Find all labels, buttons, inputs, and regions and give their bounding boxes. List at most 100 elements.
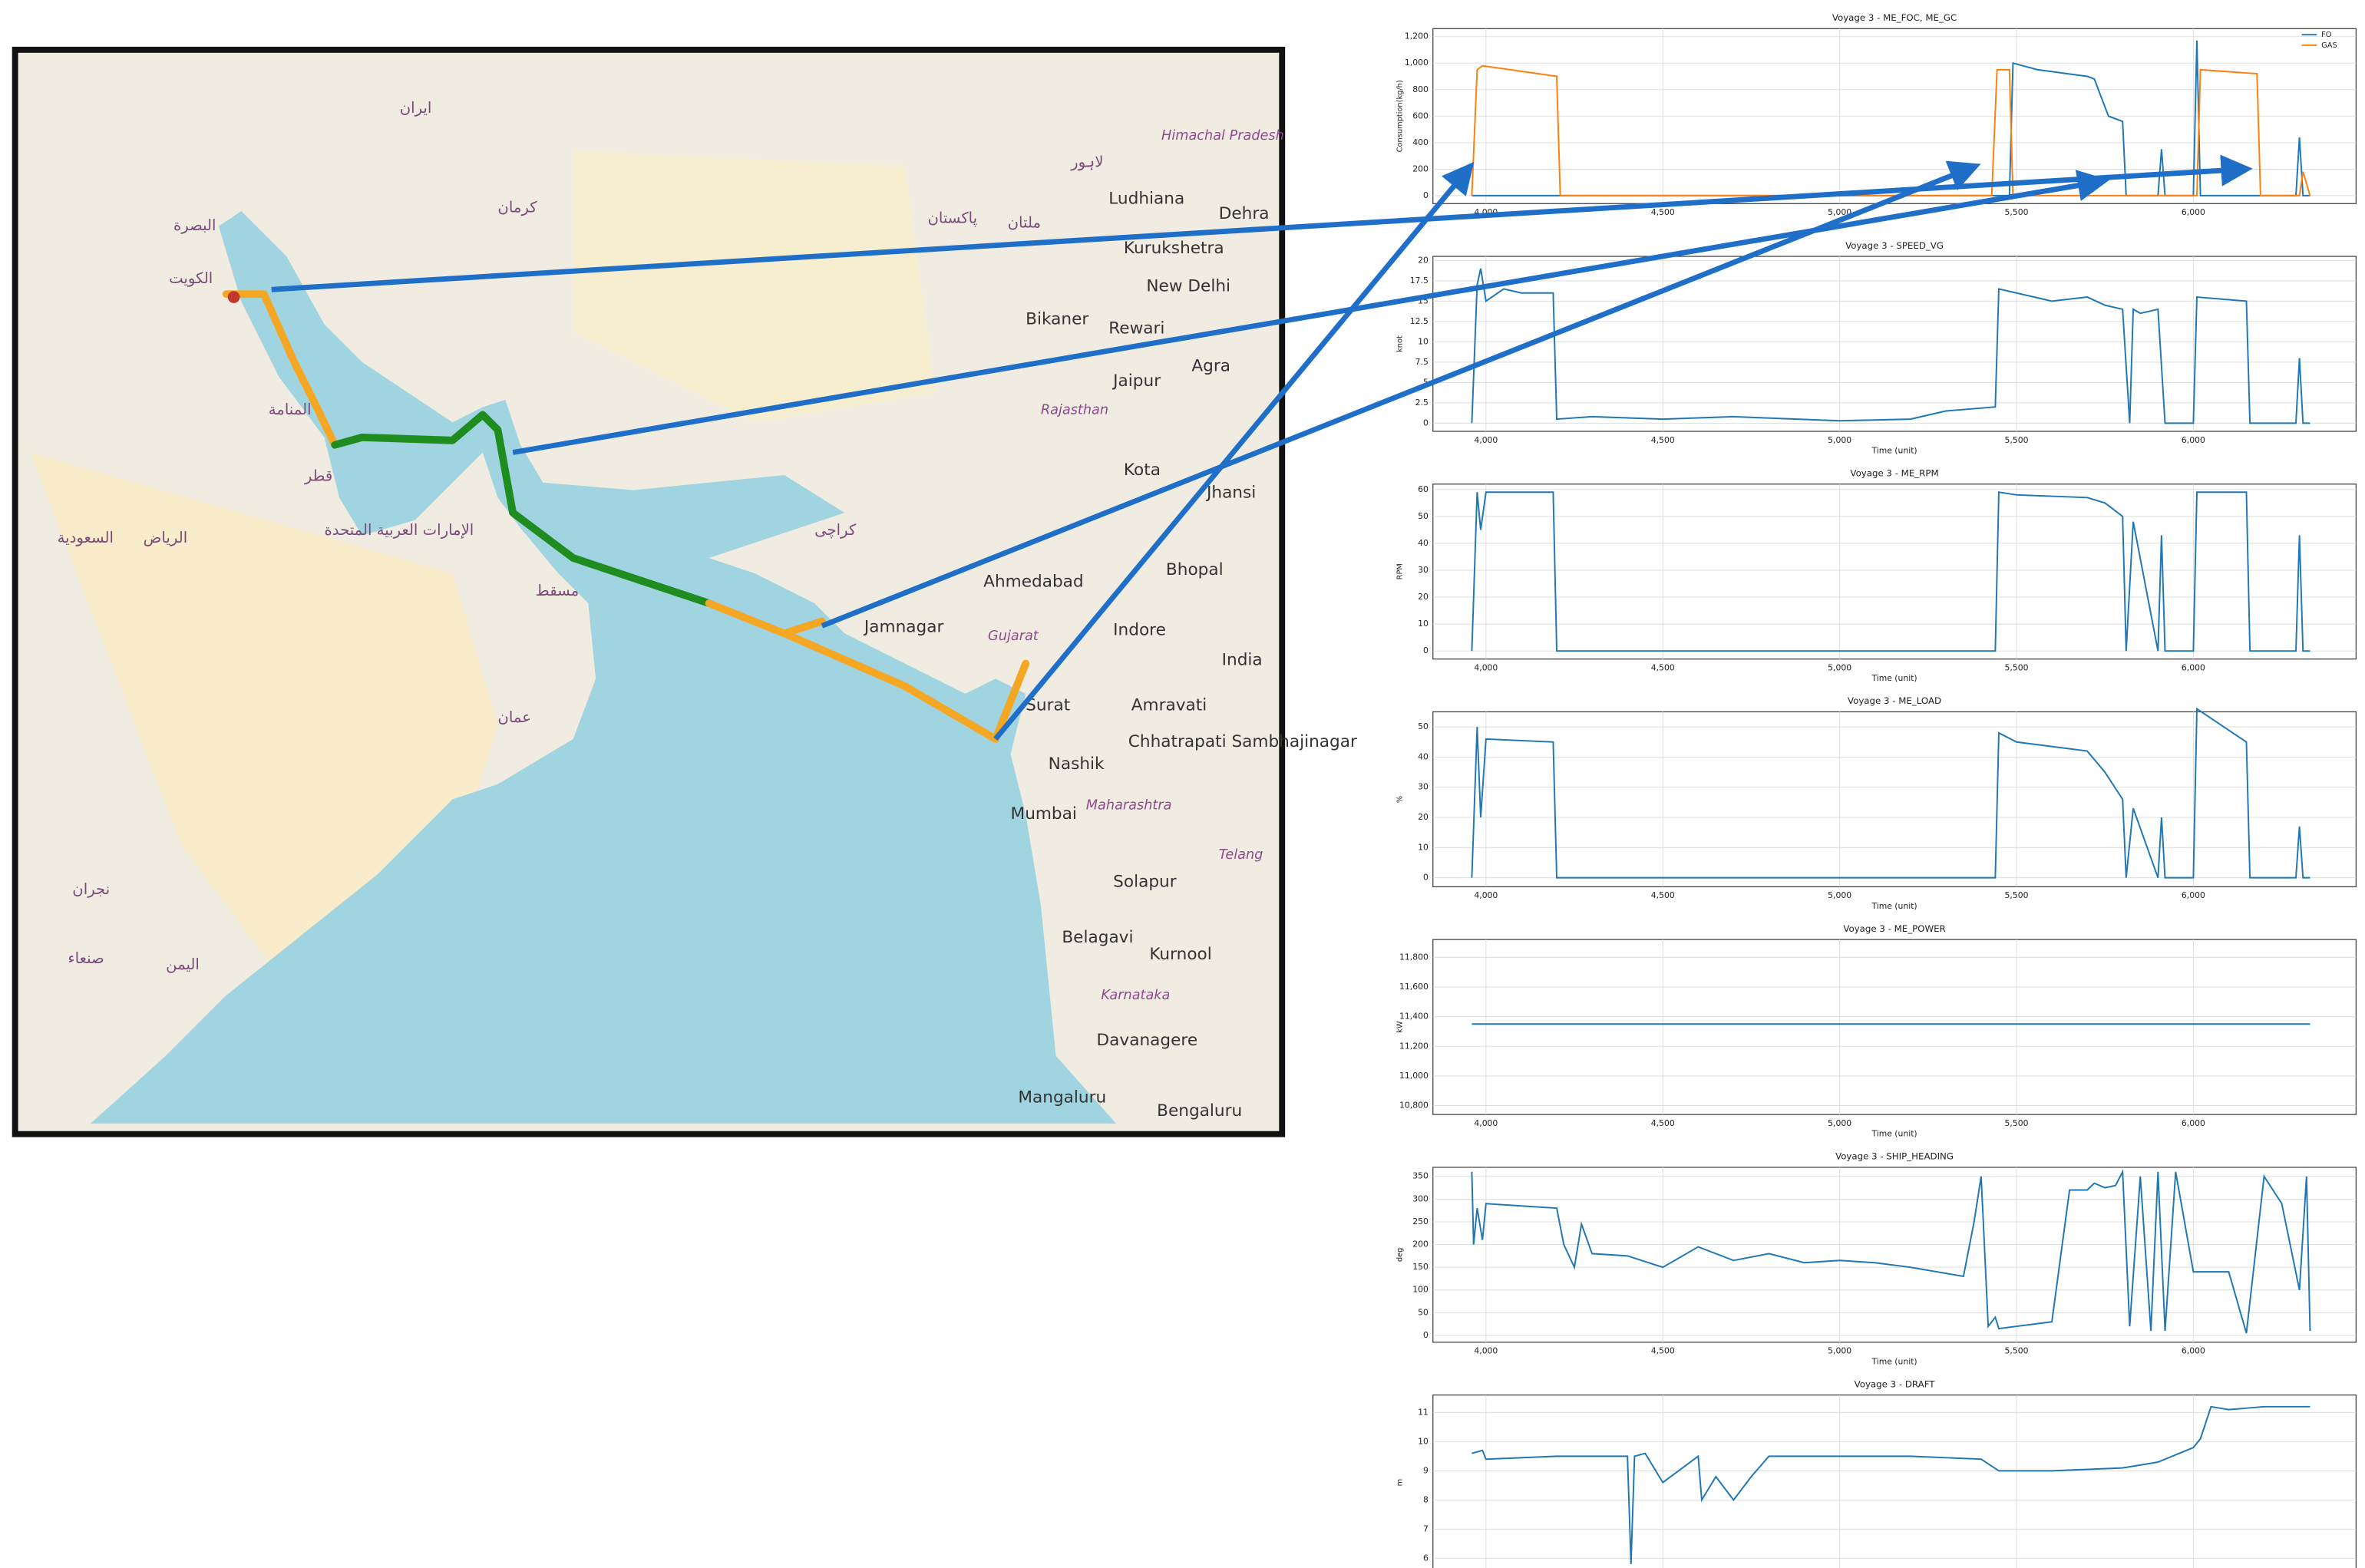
y-tick-label: 8 [1423,1494,1429,1504]
y-tick-label: 30 [1418,782,1429,792]
map-label: البصرة [173,216,216,234]
route-segment [222,290,339,449]
x-tick-label: 6,000 [2182,1346,2205,1356]
y-tick-label: 1,200 [1405,31,1429,41]
x-tick-label: 4,000 [1474,435,1498,445]
map-label: ایران [400,99,432,117]
y-tick-label: 100 [1412,1285,1429,1295]
map-label: Kurukshetra [1124,239,1224,258]
data-line [1471,268,2310,424]
map-label: Jamnagar [863,617,944,636]
y-tick-label: 200 [1412,163,1429,173]
x-tick-label: 4,000 [1474,662,1498,672]
x-axis-label: Time (unit) [1871,1356,1917,1366]
arrow [993,161,1475,741]
y-tick-label: 150 [1412,1262,1429,1272]
map-label: عمان [497,708,530,726]
map-label: Nashik [1049,754,1105,774]
map-label: المنامة [269,401,312,418]
y-tick-label: 800 [1412,84,1429,94]
y-tick-label: 5 [1423,377,1429,387]
map-label: Gujarat [988,629,1039,644]
y-tick-label: 0 [1423,190,1429,200]
map-label: Bhopal [1166,560,1224,579]
y-tick-label: 1,000 [1405,58,1429,68]
y-tick-label: 12.5 [1410,316,1429,326]
y-tick-label: 10,800 [1399,1101,1429,1111]
chart-title: Voyage 3 - ME_RPM [1850,468,1938,479]
y-tick-label: 11,200 [1399,1041,1429,1051]
y-tick-label: 350 [1412,1171,1429,1181]
map-label: Agra [1191,356,1230,375]
map-label: Indore [1113,620,1166,639]
map-label: Himachal Pradesh [1161,128,1284,144]
map-label: Amravati [1131,696,1207,715]
y-tick-label: 300 [1412,1193,1429,1203]
y-tick-label: 50 [1418,511,1429,521]
map-label: Jaipur [1111,371,1161,391]
map-label: ملتان [1008,213,1041,231]
map-label: Kurnool [1149,945,1211,964]
chart-title: Voyage 3 - ME_LOAD [1848,695,1941,706]
port [227,291,240,303]
map-label: الإمارات العربية المتحدة [324,521,474,539]
data-line [1471,707,2310,879]
canvas: Ludhiana Kurukshetra New Delhi Dehra Him… [12,12,2357,1568]
map-label: قطر [304,467,332,484]
map-label: Ahmedabad [983,572,1083,591]
map-label: كرمان [497,199,537,216]
y-tick-label: 7 [1423,1523,1429,1533]
y-tick-label: 250 [1412,1216,1429,1226]
map-label: Davanagere [1097,1031,1198,1050]
y-tick-label: 0 [1423,1330,1429,1340]
map-label: Jhansi [1205,484,1256,503]
map-label: Rajasthan [1041,402,1108,418]
x-tick-label: 6,000 [2182,662,2205,672]
y-axis-label: Consumption(kg/h) [1396,80,1405,152]
y-tick-label: 30 [1418,565,1429,575]
map-label: Telang [1219,847,1263,863]
y-tick-label: 10 [1418,1436,1429,1446]
arrow [512,170,2109,455]
y-tick-label: 11,400 [1399,1012,1429,1022]
map-label: السعودية [58,529,114,546]
map-label: Maharashtra [1086,797,1172,813]
x-tick-label: 4,000 [1474,1118,1498,1128]
map-label: پاکستان [927,209,977,226]
chart-title: Voyage 3 - ME_FOC, ME_GC [1832,12,1957,23]
y-axis-label: deg [1396,1248,1405,1263]
plot-area [1432,484,2357,660]
map-label: الرياض [144,529,187,546]
map-label: Bikaner [1026,310,1088,329]
map-label: Chhatrapati Sambhajinagar [1128,732,1357,751]
route-segment [331,411,713,607]
y-tick-label: 0 [1423,873,1429,883]
y-tick-label: 20 [1418,812,1429,822]
y-tick-label: 40 [1418,751,1429,761]
data-line [1472,1405,2310,1564]
x-tick-label: 5,500 [2005,662,2029,672]
map-label: Rewari [1108,319,1164,338]
map-label: Solapur [1113,873,1177,892]
y-tick-label: 0 [1423,645,1429,655]
y-tick-label: 600 [1412,111,1429,120]
y-tick-label: 20 [1418,255,1429,265]
plot-area [1432,1167,2357,1343]
y-tick-label: 10 [1418,842,1429,852]
y-tick-label: 11,000 [1399,1071,1429,1081]
map-label: India [1222,651,1263,670]
y-tick-label: 11,800 [1399,952,1429,962]
x-axis-label: Time (unit) [1871,1129,1917,1139]
x-axis-label: Time (unit) [1871,901,1917,911]
map-label: لاہور [1070,153,1103,171]
x-tick-label: 5,000 [1828,662,1851,672]
y-axis-label: m [1396,1479,1405,1487]
x-tick-label: 5,000 [1828,890,1851,900]
map-label: Karnataka [1101,988,1170,1003]
y-tick-label: 7.5 [1415,357,1429,367]
x-tick-label: 5,500 [2005,435,2029,445]
y-tick-label: 2.5 [1415,398,1429,408]
map-label: Surat [1026,696,1070,715]
map-label: الكويت [169,269,213,287]
